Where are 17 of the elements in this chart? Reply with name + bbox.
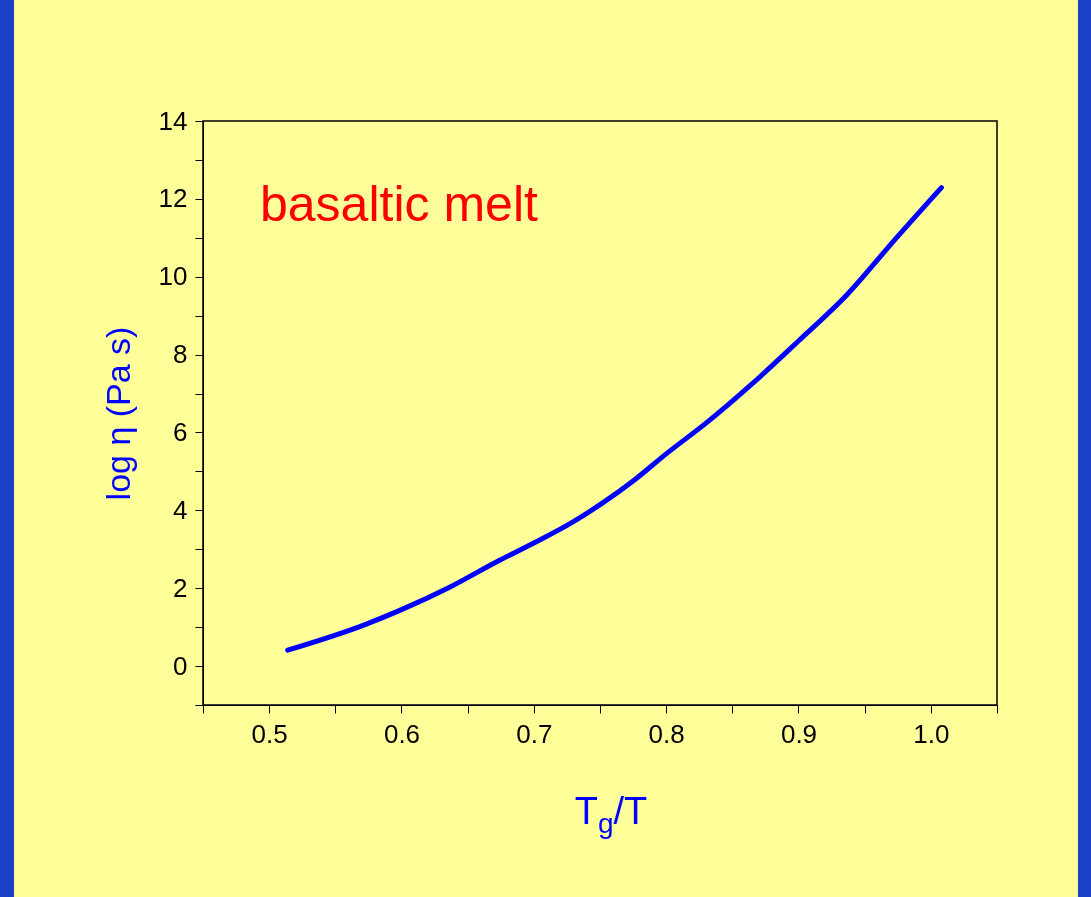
y-tick-label: 2 bbox=[173, 572, 188, 603]
y-tick-label: 8 bbox=[173, 339, 188, 370]
y-tick-label: 10 bbox=[158, 261, 188, 292]
x-tick-label: 0.9 bbox=[780, 718, 818, 749]
y-tick-label: 4 bbox=[173, 494, 188, 525]
x-tick-label: 0.5 bbox=[251, 718, 288, 749]
x-tick-label: 0.7 bbox=[516, 718, 553, 749]
y-axis-title: log η (Pa s) bbox=[98, 326, 137, 501]
y-tick-label: 0 bbox=[173, 650, 188, 681]
annotation: basaltic melt bbox=[260, 175, 538, 233]
x-tick-label: 1.0 bbox=[913, 718, 950, 749]
x-axis-title: T$_{g}$/T bbox=[573, 790, 649, 840]
x-tick-label: 0.6 bbox=[383, 718, 421, 749]
y-tick-label: 6 bbox=[173, 416, 188, 447]
y-tick-label: 12 bbox=[158, 183, 188, 214]
y-tick-label: 14 bbox=[158, 105, 188, 136]
x-tick-label: 0.8 bbox=[648, 718, 685, 749]
